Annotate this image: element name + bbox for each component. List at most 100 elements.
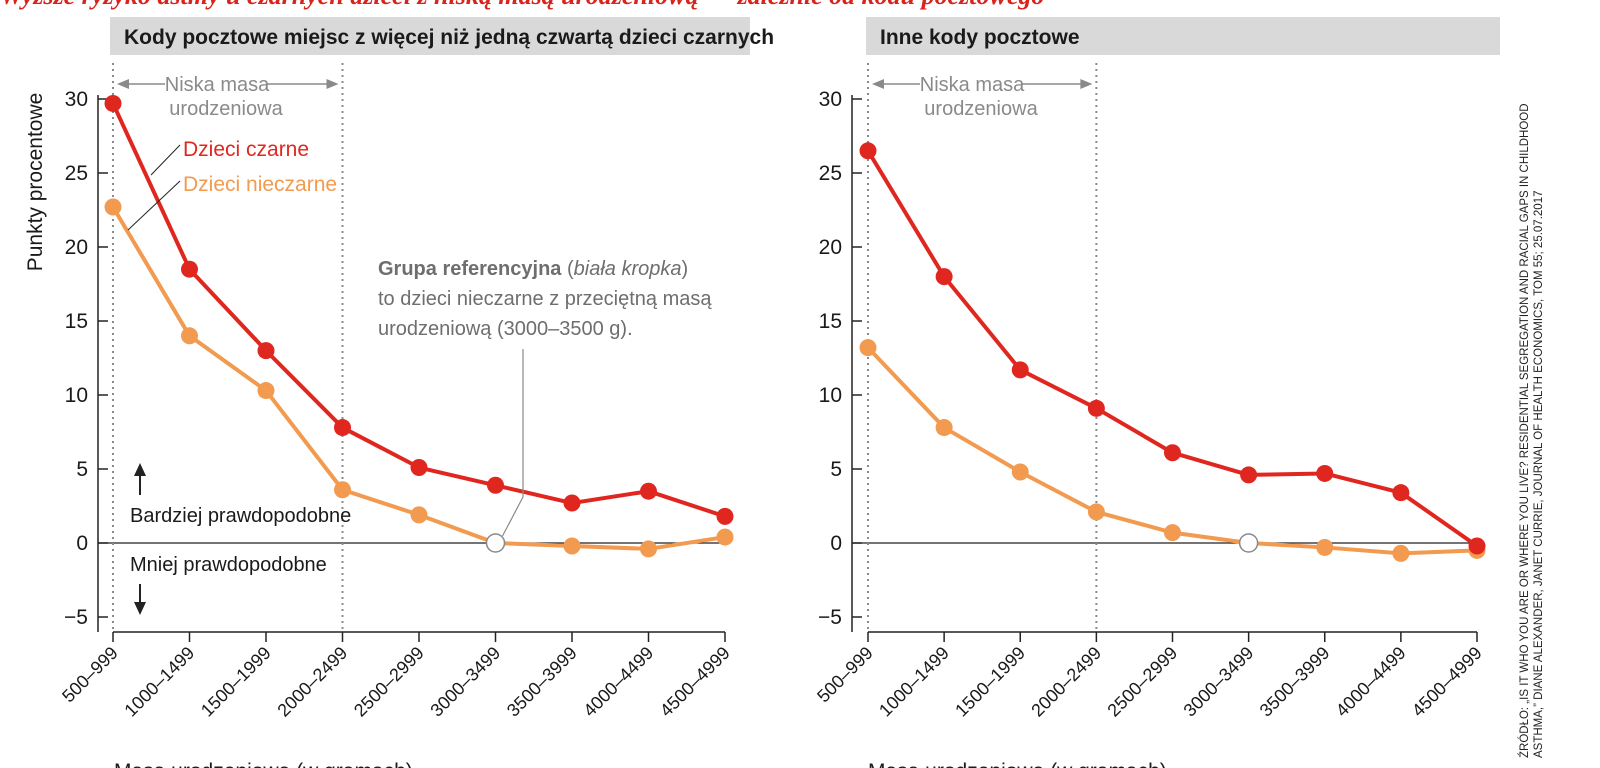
x-tick-label: 4000–4499 [579, 643, 657, 721]
up-arrow-icon [134, 463, 146, 476]
data-point [410, 459, 428, 477]
data-point [104, 198, 122, 216]
data-point [640, 540, 657, 558]
data-point [487, 476, 504, 494]
source-line-1: ŹRÓDŁO: „IS IT WHO YOU ARE OR WHERE YOU … [1518, 103, 1531, 758]
source-note: ŹRÓDŁO: „IS IT WHO YOU ARE OR WHERE YOU … [1518, 103, 1545, 758]
x-axis-label-left: Masa urodzeniowa (w gramach) [114, 760, 413, 768]
y-tick-label: −5 [818, 606, 842, 629]
reference-note-line1: Grupa referencyjna (biała kropka) [378, 258, 688, 280]
y-axis-label: Punkty procentowe [24, 93, 47, 272]
data-point [859, 142, 877, 160]
x-tick-label: 1500–1999 [197, 643, 275, 721]
y-tick-label: 25 [819, 162, 842, 185]
data-point [334, 419, 351, 437]
panel-title: Kody pocztowe miejsc z więcej niż jedną … [124, 26, 774, 49]
panel-header [866, 17, 1500, 55]
reference-note-bold: Grupa referencyjna [378, 258, 562, 280]
series-leader-black [150, 144, 181, 176]
data-point [716, 507, 734, 525]
x-tick-label: 3500–3999 [503, 643, 581, 721]
y-tick-label: 10 [65, 384, 88, 407]
lbw-label-line1: Niska masa [165, 74, 270, 96]
x-tick-label: 2500–2999 [350, 643, 428, 721]
data-point [1316, 464, 1334, 482]
data-point [1392, 544, 1410, 562]
reference-point [485, 533, 506, 553]
y-tick-label: 0 [830, 532, 842, 555]
data-point [935, 268, 953, 286]
chart-headline: Wyższe ryzyko astmy u czarnych dzieci z … [0, 0, 1044, 10]
less-likely-label: Mniej prawdopodobne [130, 554, 327, 576]
data-point [1240, 466, 1258, 484]
y-tick-label: 10 [819, 384, 842, 407]
source-line-2: ASTHMA,” DIANE ALEXANDER, JANET CURRIE, … [1533, 191, 1545, 758]
data-point [181, 327, 198, 345]
x-tick-label: 1500–1999 [951, 643, 1029, 721]
data-point [640, 482, 657, 500]
x-tick-label: 500–999 [813, 643, 877, 707]
data-point [104, 94, 122, 112]
x-tick-label: 1000–1499 [120, 643, 198, 721]
data-point [334, 481, 351, 499]
y-tick-label: 30 [819, 88, 842, 111]
data-point [257, 342, 275, 360]
data-point [181, 260, 198, 278]
lbw-arrowhead-right [326, 79, 339, 89]
y-tick-label: 5 [830, 458, 842, 481]
x-axis-label-right: Masa urodzeniowa (w gramach) [868, 760, 1167, 768]
lbw-arrowhead-left [872, 79, 884, 89]
y-tick-label: 20 [65, 236, 88, 259]
reference-point [1238, 533, 1259, 553]
reference-note-paren: ( [561, 258, 574, 280]
x-tick-label: 1000–1499 [875, 643, 953, 721]
lbw-arrowhead-left [117, 79, 129, 89]
data-point [935, 419, 953, 437]
reference-note-italic: biała kropka [574, 258, 682, 280]
data-point [1011, 361, 1029, 379]
data-point [410, 506, 428, 524]
reference-note-line2: to dzieci nieczarne z przeciętną masą [378, 288, 712, 310]
y-tick-label: −5 [64, 606, 88, 629]
data-point [1316, 538, 1334, 556]
y-tick-label: 30 [65, 88, 88, 111]
chart-panels: Kody pocztowe miejsc z więcej niż jedną … [24, 17, 1500, 768]
data-point [1087, 503, 1105, 521]
y-tick-label: 15 [65, 310, 88, 333]
x-tick-label: 4500–4999 [656, 643, 734, 721]
series-label-black: Dzieci czarne [183, 138, 309, 161]
y-tick-label: 20 [819, 236, 842, 259]
x-tick-label: 4000–4499 [1332, 643, 1410, 721]
panel-title: Inne kody pocztowe [880, 26, 1080, 49]
more-likely-label: Bardziej prawdopodobne [130, 505, 351, 527]
data-point [1468, 537, 1486, 555]
reference-note-line3: urodzeniową (3000–3500 g). [378, 318, 633, 340]
series-label-nonblack: Dzieci nieczarne [183, 173, 337, 196]
y-tick-label: 15 [819, 310, 842, 333]
panel-1: Kody pocztowe miejsc z więcej niż jedną … [24, 17, 774, 768]
x-tick-label: 2500–2999 [1103, 643, 1181, 721]
data-point [1164, 444, 1181, 462]
series-line [866, 149, 1479, 548]
lbw-arrowhead-right [1080, 79, 1093, 89]
y-tick-label: 25 [65, 162, 88, 185]
x-tick-label: 2000–2499 [1027, 643, 1105, 721]
x-tick-label: 3000–3499 [1180, 643, 1258, 721]
data-point [563, 537, 581, 555]
data-point [1087, 399, 1105, 417]
data-point [859, 339, 877, 357]
x-tick-label: 500–999 [58, 643, 122, 707]
data-point [257, 382, 275, 400]
data-point [1392, 484, 1410, 502]
y-tick-label: 0 [76, 532, 88, 555]
series-leader-nonblack [127, 180, 181, 231]
x-tick-label: 3000–3499 [426, 643, 504, 721]
lbw-label-line2: urodzeniowa [924, 98, 1038, 120]
panel-2: Inne kody pocztowe−5051015202530500–9991… [813, 17, 1500, 768]
x-tick-label: 4500–4999 [1408, 643, 1486, 721]
lbw-label-line1: Niska masa [920, 74, 1025, 96]
x-tick-label: 2000–2499 [273, 643, 351, 721]
y-tick-label: 5 [76, 458, 88, 481]
reference-note-paren: ) [681, 258, 688, 280]
